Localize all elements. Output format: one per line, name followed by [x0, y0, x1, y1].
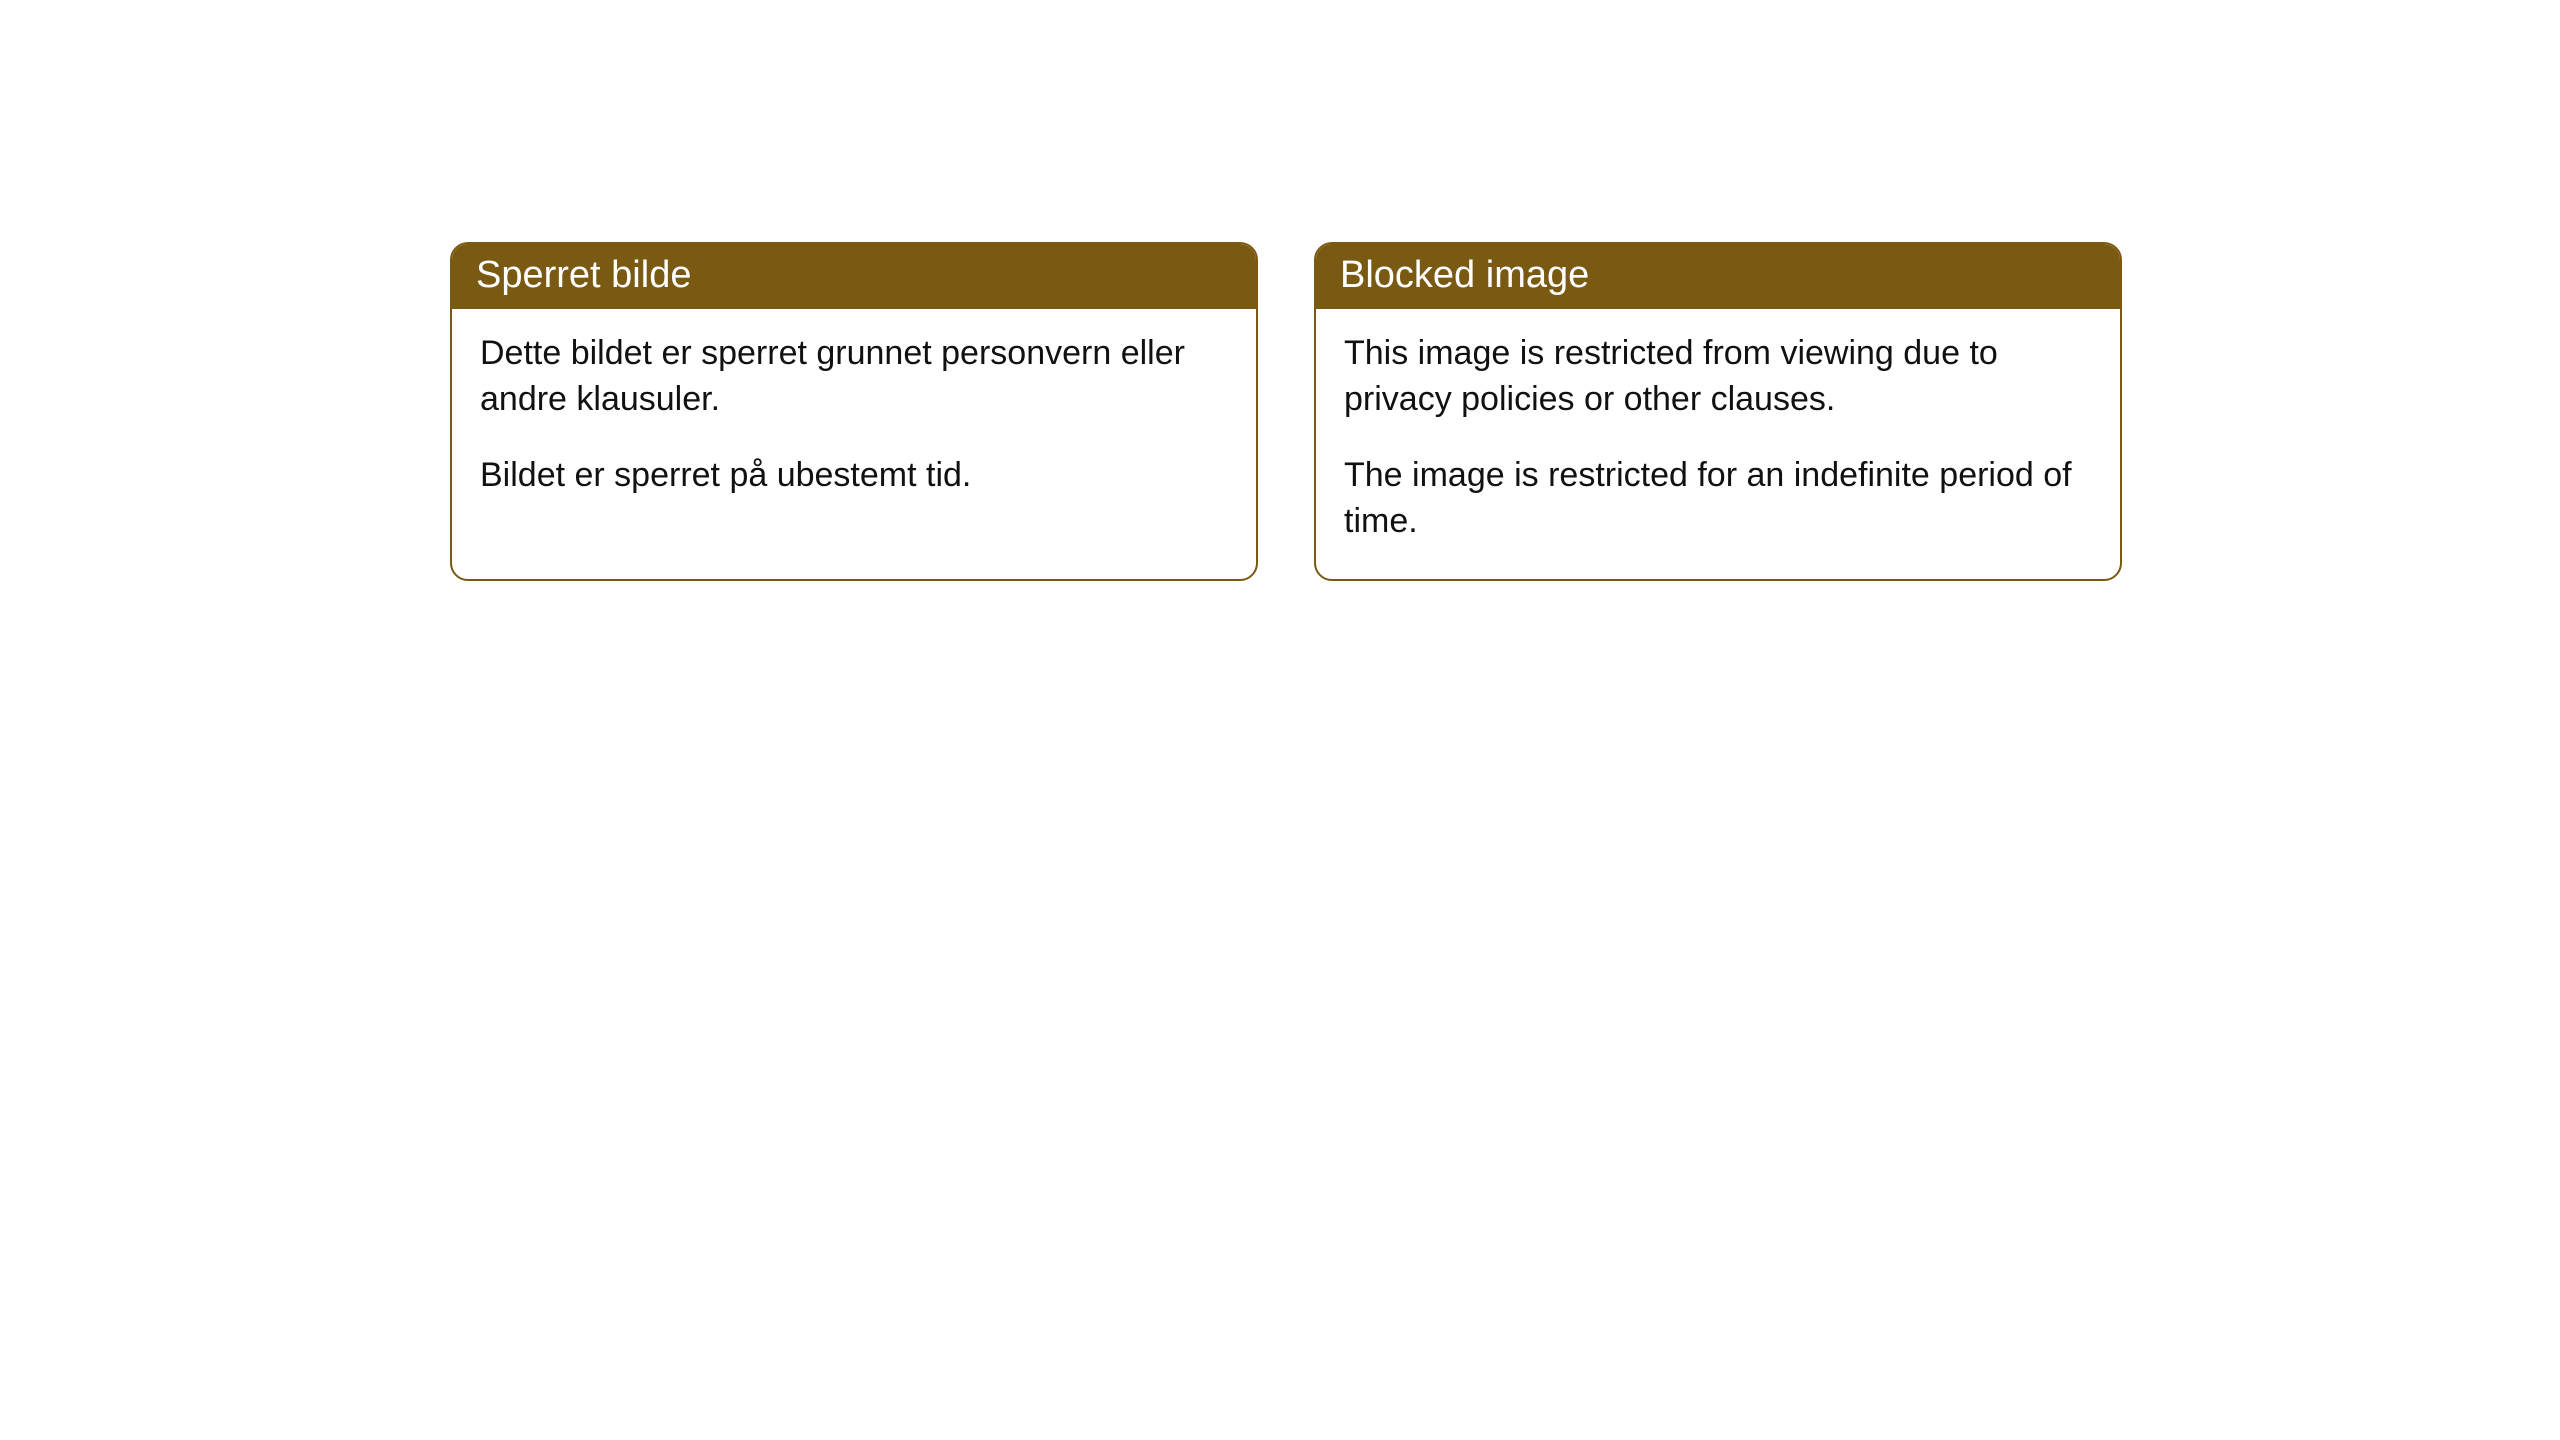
notice-body: This image is restricted from viewing du… [1316, 309, 2120, 579]
notice-header: Blocked image [1316, 244, 2120, 309]
notice-paragraph: The image is restricted for an indefinit… [1344, 453, 2092, 545]
notice-paragraph: This image is restricted from viewing du… [1344, 331, 2092, 423]
notice-body: Dette bildet er sperret grunnet personve… [452, 309, 1256, 533]
notice-card-english: Blocked image This image is restricted f… [1314, 242, 2122, 581]
notice-container: Sperret bilde Dette bildet er sperret gr… [0, 0, 2560, 581]
notice-paragraph: Bildet er sperret på ubestemt tid. [480, 453, 1228, 499]
notice-paragraph: Dette bildet er sperret grunnet personve… [480, 331, 1228, 423]
notice-header: Sperret bilde [452, 244, 1256, 309]
notice-card-norwegian: Sperret bilde Dette bildet er sperret gr… [450, 242, 1258, 581]
